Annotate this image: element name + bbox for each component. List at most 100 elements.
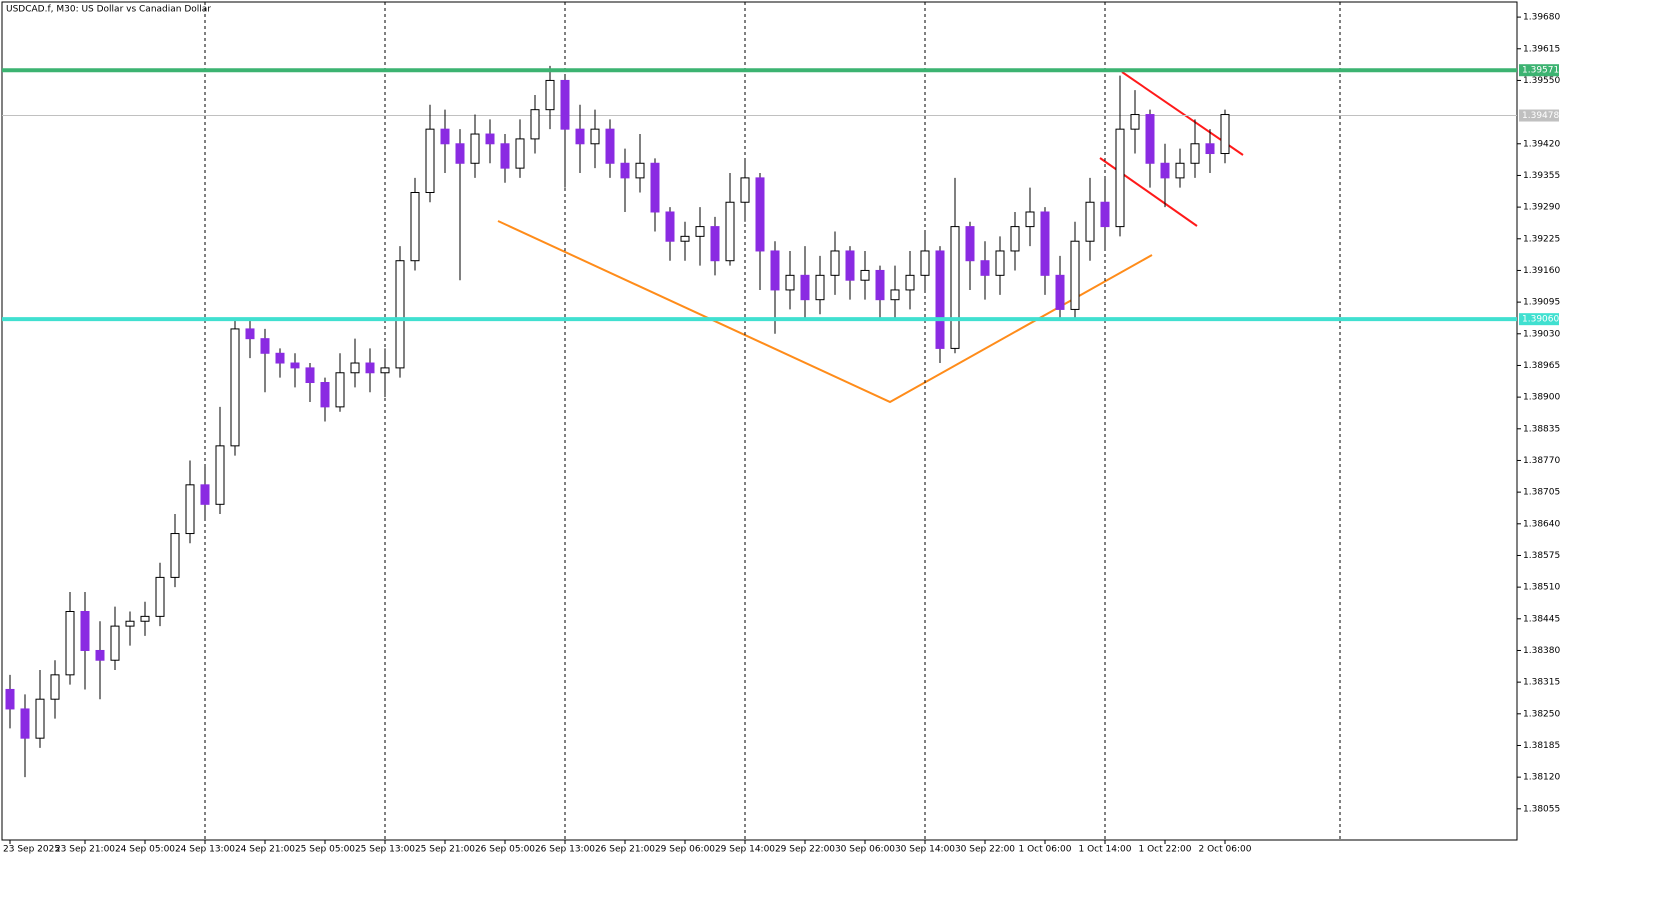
- candle-body: [620, 162, 630, 179]
- candle-body: [830, 250, 840, 276]
- candle-body: [305, 367, 315, 384]
- candle-body: [575, 128, 585, 145]
- trend-line: [497, 220, 1153, 404]
- level-label-box: [1519, 64, 1559, 77]
- candle-body: [1175, 162, 1185, 179]
- x-tick-label: 29 Sep 06:00: [655, 845, 715, 855]
- y-tick-label: 1.39420: [1523, 139, 1560, 149]
- x-tick-label: 30 Sep 06:00: [835, 845, 895, 855]
- y-tick-label: 1.39225: [1523, 234, 1560, 244]
- x-tick-label: 23 Sep 21:00: [55, 845, 115, 855]
- candle-body: [1085, 201, 1095, 242]
- candle-body: [1055, 274, 1065, 310]
- candle-body: [560, 79, 570, 130]
- candle-body: [710, 226, 720, 262]
- candle-body: [290, 362, 300, 369]
- candle-body: [380, 367, 390, 374]
- x-tick-label: 30 Sep 22:00: [955, 845, 1015, 855]
- candle-body: [335, 372, 345, 408]
- candle-body: [515, 138, 525, 169]
- y-tick-label: 1.38055: [1523, 804, 1560, 814]
- candle-body: [425, 128, 435, 193]
- level-label: 1.39060: [1522, 315, 1559, 325]
- x-tick-label: 23 Sep 2025: [3, 845, 60, 855]
- candle-body: [785, 274, 795, 291]
- plot-frame: [1, 1, 1518, 841]
- x-tick-label: 1 Oct 22:00: [1139, 845, 1192, 855]
- x-tick-label: 26 Sep 13:00: [535, 845, 595, 855]
- candle-body: [140, 615, 150, 622]
- candle-body: [35, 698, 45, 739]
- candle-body: [965, 226, 975, 262]
- candle-body: [890, 289, 900, 301]
- candle-body: [995, 250, 1005, 276]
- y-tick-label: 1.38185: [1523, 741, 1560, 751]
- y-tick-label: 1.39355: [1523, 171, 1560, 181]
- candle-body: [725, 201, 735, 262]
- level-label: 1.39571: [1522, 66, 1559, 76]
- y-tick-label: 1.38705: [1523, 488, 1560, 498]
- candle-body: [875, 269, 885, 301]
- x-tick-label: 1 Oct 14:00: [1079, 845, 1132, 855]
- y-tick-label: 1.38380: [1523, 646, 1560, 656]
- y-tick-label: 1.38445: [1523, 614, 1560, 624]
- candle-body: [1220, 114, 1230, 155]
- y-tick-label: 1.38250: [1523, 709, 1560, 719]
- candle-body: [95, 649, 105, 661]
- candle-body: [500, 143, 510, 169]
- candle-body: [935, 250, 945, 349]
- x-tick-label: 26 Sep 05:00: [475, 845, 535, 855]
- y-tick-label: 1.39615: [1523, 44, 1560, 54]
- x-tick-label: 24 Sep 13:00: [175, 845, 235, 855]
- candle-body: [275, 352, 285, 364]
- candle-body: [920, 250, 930, 276]
- candle-body: [950, 226, 960, 349]
- candle-body: [320, 382, 330, 408]
- candle-body: [1100, 201, 1110, 228]
- candle-body: [365, 362, 375, 374]
- x-tick-label: 25 Sep 21:00: [415, 845, 475, 855]
- candle-body: [395, 260, 405, 369]
- y-tick-label: 1.39160: [1523, 266, 1560, 276]
- level-label-box: [1519, 313, 1559, 326]
- x-tick-label: 1 Oct 06:00: [1019, 845, 1072, 855]
- candle-body: [1010, 226, 1020, 252]
- candle-body: [1070, 240, 1080, 310]
- candle-body: [635, 162, 645, 179]
- candle-body: [1145, 114, 1155, 164]
- y-tick-label: 1.39095: [1523, 298, 1560, 308]
- candle-body: [905, 274, 915, 291]
- candle-body: [740, 177, 750, 203]
- candle-body: [590, 128, 600, 145]
- candle-body: [125, 620, 135, 627]
- candle-body: [770, 250, 780, 291]
- y-tick-label: 1.39030: [1523, 329, 1560, 339]
- candle-body: [80, 610, 90, 651]
- candle-body: [455, 143, 465, 164]
- candle-body: [245, 328, 255, 340]
- candle-body: [470, 133, 480, 164]
- x-tick-label: 25 Sep 13:00: [355, 845, 415, 855]
- y-tick-label: 1.38965: [1523, 361, 1560, 371]
- candle-body: [410, 191, 420, 262]
- y-tick-label: 1.38900: [1523, 393, 1560, 403]
- x-tick-label: 30 Sep 14:00: [895, 845, 955, 855]
- candle-body: [170, 533, 180, 578]
- candle-body: [50, 674, 60, 700]
- x-tick-label: 25 Sep 05:00: [295, 845, 355, 855]
- candle-body: [695, 226, 705, 237]
- x-tick-label: 29 Sep 22:00: [775, 845, 835, 855]
- candle-body: [65, 610, 75, 676]
- chart-title: USDCAD.f, M30: US Dollar vs Canadian Dol…: [6, 5, 211, 15]
- y-tick-label: 1.38640: [1523, 519, 1560, 529]
- x-tick-label: 29 Sep 14:00: [715, 845, 775, 855]
- candle-body: [605, 128, 615, 164]
- candle-body: [110, 625, 120, 661]
- candle-body: [815, 274, 825, 301]
- current-price-box: [1519, 109, 1559, 122]
- y-tick-label: 1.39550: [1523, 76, 1560, 86]
- candle-body: [680, 235, 690, 242]
- current-price-label: 1.39478: [1522, 111, 1559, 121]
- candle-body: [440, 128, 450, 145]
- candle-body: [980, 260, 990, 276]
